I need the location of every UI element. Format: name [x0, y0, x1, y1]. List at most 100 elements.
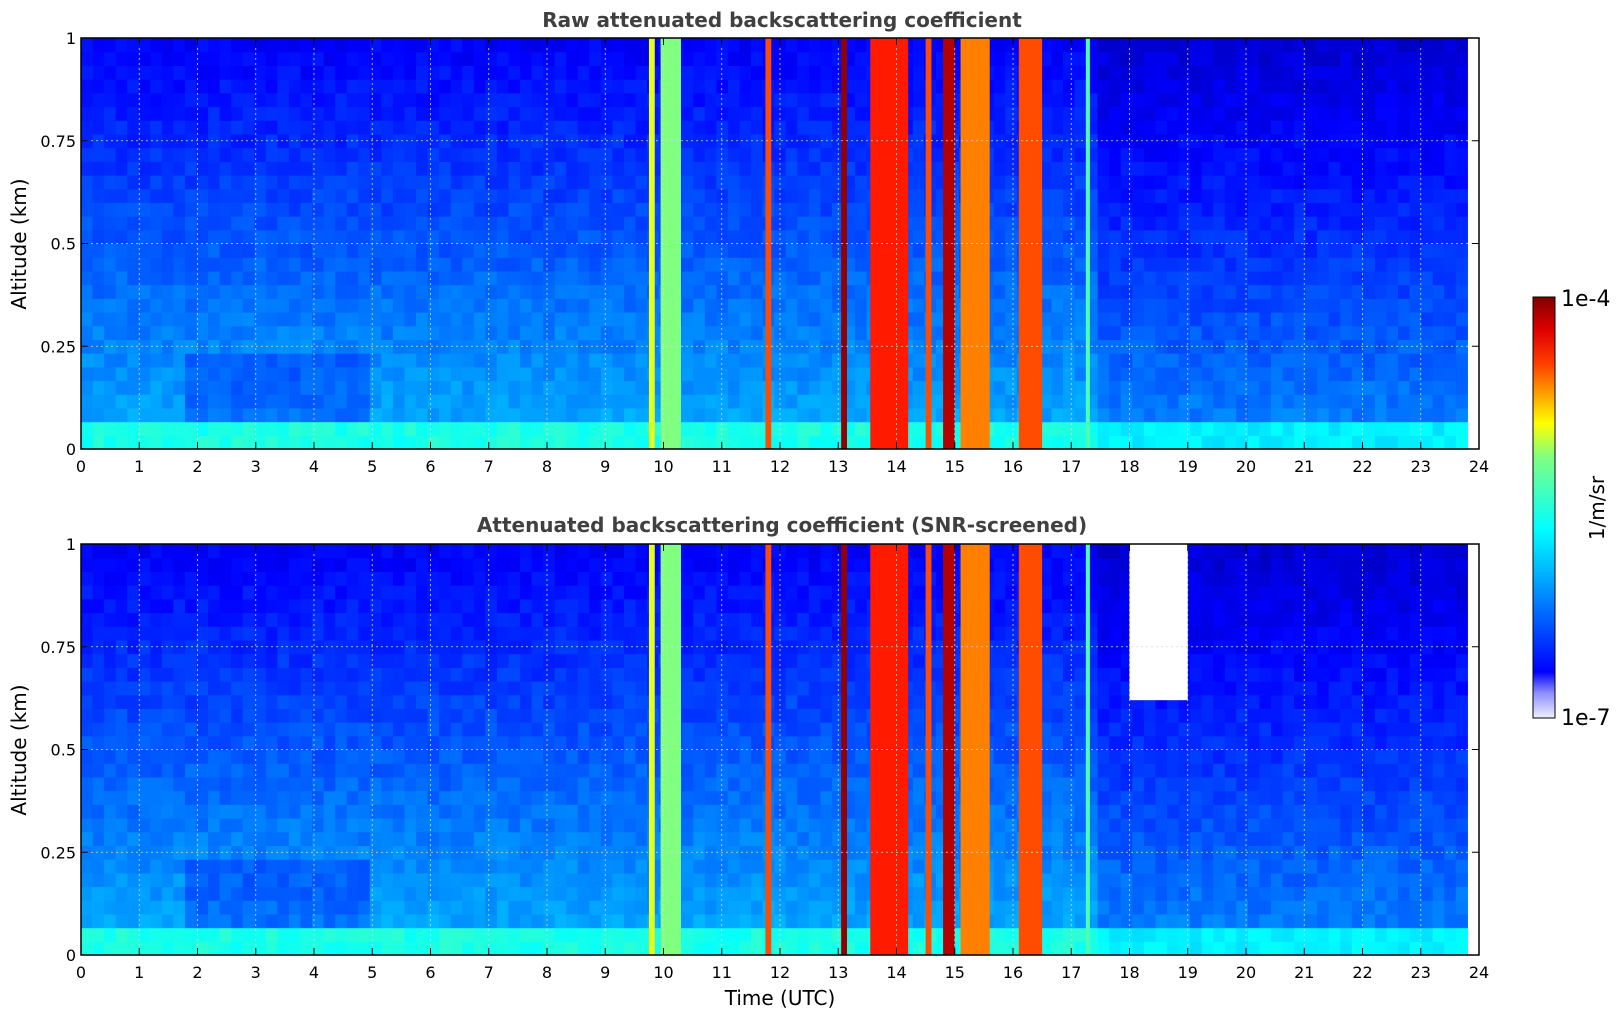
- heatmap-cell: [1374, 394, 1388, 409]
- heatmap-cell: [242, 598, 255, 614]
- heatmap-cell: [1409, 92, 1422, 108]
- heatmap-cell: [473, 612, 486, 627]
- heatmap-cell: [404, 598, 417, 614]
- heatmap-cell: [288, 92, 302, 108]
- heatmap-cell: [1432, 380, 1445, 395]
- heatmap-cell: [785, 312, 798, 327]
- heatmap-cell: [184, 188, 198, 203]
- heatmap-cell: [531, 790, 544, 805]
- heatmap-cell: [1455, 394, 1468, 409]
- heatmap-cell: [831, 407, 845, 423]
- heatmap-cell: [219, 284, 232, 299]
- heatmap-cell: [404, 749, 417, 764]
- heatmap-cell: [1213, 407, 1226, 423]
- heatmap-cell: [173, 598, 186, 614]
- heatmap-cell: [1178, 65, 1191, 80]
- heatmap-cell: [404, 188, 417, 203]
- heatmap-cell: [693, 92, 706, 108]
- heatmap-cell: [1282, 51, 1295, 66]
- heatmap-cell: [577, 339, 590, 354]
- heatmap-cell: [323, 325, 336, 340]
- heatmap-cell: [1166, 188, 1180, 203]
- heatmap-cell: [797, 270, 810, 286]
- heatmap-cell: [1109, 65, 1122, 80]
- heatmap-cell: [508, 845, 521, 860]
- heatmap-cell: [473, 106, 486, 121]
- heatmap-cell: [277, 776, 290, 792]
- heatmap-cell: [612, 257, 625, 272]
- heatmap-cell: [808, 147, 821, 162]
- heatmap-cell: [716, 394, 729, 409]
- heatmap-cell: [312, 79, 325, 94]
- heatmap-cell: [381, 394, 394, 409]
- heatmap-cell: [104, 900, 117, 915]
- heatmap-cell: [288, 175, 302, 190]
- heatmap-cell: [161, 92, 175, 108]
- heatmap-cell: [785, 229, 798, 245]
- heatmap-cell: [1166, 284, 1180, 299]
- heatmap-cell: [1398, 353, 1411, 368]
- heatmap-cell: [404, 38, 417, 53]
- heatmap-cell: [1178, 435, 1191, 450]
- heatmap-cell: [739, 92, 752, 108]
- heatmap-cell: [265, 79, 278, 94]
- heatmap-cell: [589, 312, 602, 327]
- heatmap-cell: [381, 735, 394, 751]
- heatmap-cell: [81, 681, 94, 696]
- heatmap-cell: [81, 927, 94, 942]
- heatmap-cell: [1155, 366, 1168, 382]
- heatmap-cell: [161, 284, 175, 299]
- heatmap-cell: [912, 339, 925, 354]
- heatmap-cell: [161, 722, 175, 737]
- heatmap-cell: [346, 626, 359, 641]
- heatmap-cell: [219, 900, 232, 915]
- heatmap-cell: [404, 394, 417, 409]
- heatmap-cell: [265, 900, 278, 915]
- heatmap-cell: [242, 298, 255, 313]
- heatmap-cell: [323, 435, 336, 450]
- heatmap-cell: [589, 38, 602, 53]
- heatmap-cell: [416, 667, 429, 682]
- heatmap-cell: [554, 243, 567, 258]
- heatmap-cell: [1421, 147, 1434, 162]
- heatmap-cell: [566, 92, 579, 108]
- heatmap-cell: [231, 886, 244, 901]
- heatmap-cell: [1155, 38, 1168, 53]
- heatmap-cell: [392, 639, 406, 655]
- heatmap-cell: [196, 421, 209, 436]
- heatmap-cell: [427, 312, 440, 327]
- heatmap-cell: [1132, 202, 1145, 217]
- heatmap-cell: [427, 818, 440, 833]
- heatmap-cell: [1201, 147, 1214, 162]
- heatmap-cell: [427, 394, 440, 409]
- heatmap-cell: [161, 544, 175, 559]
- heatmap-cell: [1039, 380, 1053, 395]
- heatmap-cell: [404, 639, 417, 655]
- heatmap-cell: [288, 216, 302, 231]
- heatmap-cell: [161, 694, 175, 709]
- heatmap-cell: [1409, 229, 1422, 245]
- heatmap-cell: [1351, 229, 1364, 245]
- heatmap-cell: [104, 941, 117, 956]
- heatmap-cell: [1132, 325, 1145, 340]
- heatmap-cell: [138, 913, 151, 929]
- heatmap-cell: [265, 667, 278, 682]
- heatmap-cell: [623, 65, 637, 80]
- heatmap-cell: [184, 859, 198, 874]
- heatmap-cell: [1317, 79, 1330, 94]
- heatmap-cell: [473, 79, 486, 94]
- heatmap-cell: [369, 626, 382, 641]
- heatmap-cell: [138, 776, 151, 792]
- heatmap-cell: [381, 51, 394, 66]
- heatmap-cell: [173, 571, 186, 586]
- heatmap-cell: [1363, 380, 1376, 395]
- heatmap-cell: [1374, 421, 1388, 436]
- heatmap-cell: [323, 585, 336, 600]
- heatmap-cell: [1166, 353, 1180, 368]
- heatmap-cell: [727, 216, 741, 231]
- heatmap-cell: [404, 133, 417, 149]
- heatmap-cell: [462, 708, 475, 723]
- heatmap-cell: [797, 284, 810, 299]
- heatmap-cell: [450, 667, 463, 682]
- heatmap-cell: [681, 38, 694, 53]
